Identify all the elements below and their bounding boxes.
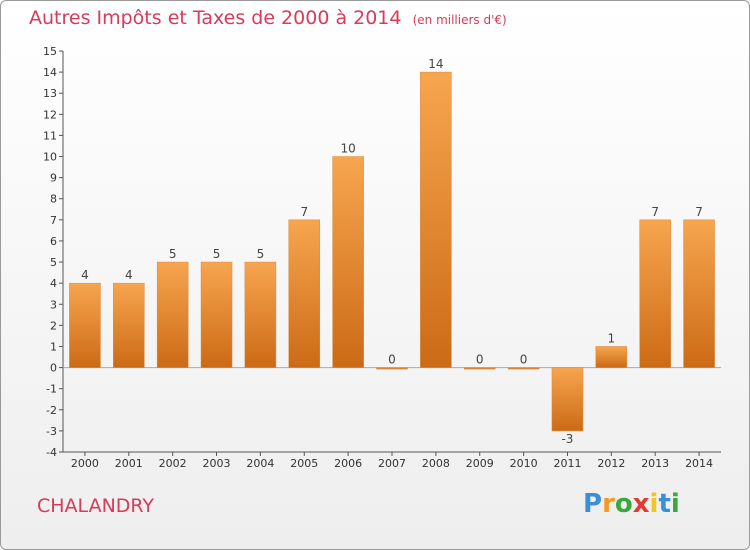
bar-2014 [683,219,715,368]
chart-unit: (en milliers d'€) [412,13,507,27]
data-label: -3 [561,432,573,446]
brand-letter: r [602,489,615,519]
x-tick-label: 2010 [510,457,538,470]
brand-letter: o [614,489,633,519]
x-tick-label: 2014 [685,457,713,470]
y-tick-label: -4 [46,446,57,459]
y-tick-label: 14 [43,66,57,79]
y-tick-label: 1 [50,340,57,353]
y-tick-label: -1 [46,383,57,396]
y-tick-label: 15 [43,45,57,58]
data-label: 7 [300,205,308,219]
x-tick-label: 2011 [553,457,581,470]
bar-2006 [332,156,364,368]
bar-2011 [551,367,584,432]
y-tick-label: 0 [50,362,57,375]
y-tick-label: -2 [46,404,57,417]
data-label: 14 [428,57,443,71]
y-tick-label: 5 [50,256,57,269]
data-label: 7 [651,205,659,219]
bar-2003 [200,261,233,368]
y-tick-label: 11 [43,129,57,142]
bar-2004 [244,261,277,368]
chart-title-row: Autres Impôts et Taxes de 2000 à 2014 (e… [29,7,507,29]
x-tick-label: 2002 [159,457,187,470]
y-tick-label: 10 [43,151,57,164]
brand-letter: i [649,489,659,519]
x-tick-label: 2003 [203,457,231,470]
data-label: 5 [213,247,221,261]
brand-letter: t [658,489,671,519]
brand-letter: x [632,489,650,519]
y-tick-label: 12 [43,108,57,121]
data-label: 1 [608,331,616,345]
x-tick-label: 2008 [422,457,450,470]
y-tick-label: -3 [46,425,57,438]
data-label: 0 [520,353,528,367]
x-tick-label: 2001 [115,457,143,470]
bar-2007 [376,367,408,370]
data-label: 4 [125,268,133,282]
bar-2001 [113,282,145,368]
x-tick-label: 2005 [290,457,318,470]
chart-data-labels: 4 4 5 5 5 7 10 0 14 0 0 -3 1 7 7 [81,57,703,446]
bar-2009 [463,367,496,370]
data-label: 0 [476,353,484,367]
data-label: 4 [81,268,89,282]
data-label: 7 [695,205,703,219]
chart-bars [69,71,715,432]
data-label: 5 [169,247,177,261]
x-tick-label: 2009 [466,457,494,470]
x-tick-label: 2013 [641,457,669,470]
proxiti-logo[interactable]: Proxiti [583,489,680,519]
x-tick-label: 2007 [378,457,406,470]
y-tick-label: 9 [50,172,57,185]
bar-2010 [507,367,540,370]
commune-name: CHALANDRY [37,495,155,517]
y-tick-label: 7 [50,214,57,227]
bar-2008 [420,71,452,368]
bar-2002 [156,261,189,368]
bar-2005 [288,219,321,368]
y-tick-label: 2 [50,319,57,332]
bar-2012 [595,346,628,368]
x-tick-label: 2006 [334,457,362,470]
y-tick-label: 3 [50,298,57,311]
y-tick-label: 13 [43,87,57,100]
chart-title: Autres Impôts et Taxes de 2000 à 2014 [29,7,402,29]
y-tick-label: 6 [50,235,57,248]
brand-letter: i [670,489,680,519]
bar-2013 [639,219,671,368]
y-tick-label: 4 [50,277,57,290]
x-tick-label: 2000 [71,457,99,470]
x-tick-label: 2012 [597,457,625,470]
data-label: 5 [257,247,265,261]
x-tick-label: 2004 [246,457,274,470]
y-tick-label: 8 [50,193,57,206]
brand-letter: P [583,489,603,519]
data-label: 10 [340,142,355,156]
bar-2000 [69,282,101,368]
data-label: 0 [388,353,396,367]
